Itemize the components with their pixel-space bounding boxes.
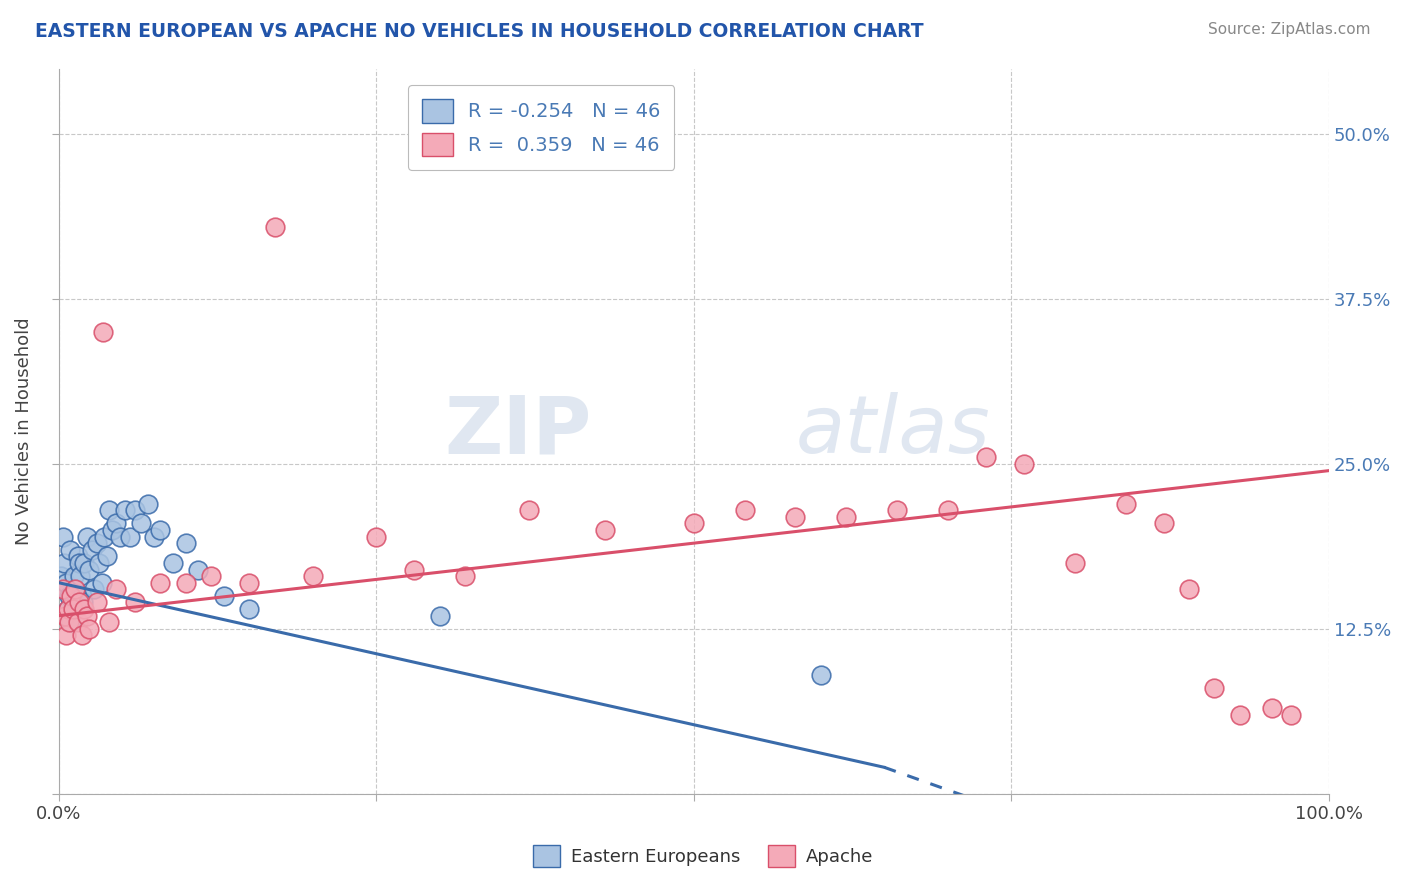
Point [682,516,704,531]
Y-axis label: No Vehicles in Household: No Vehicles in Household [15,318,32,545]
Point [301,569,323,583]
Point [101,523,124,537]
Point [263,219,285,234]
Point [404,562,426,576]
Point [785,509,807,524]
Text: EASTERN EUROPEAN VS APACHE NO VEHICLES IN HOUSEHOLD CORRELATION CHART: EASTERN EUROPEAN VS APACHE NO VEHICLES I… [35,22,924,41]
Point [124,503,146,517]
Point [76,530,98,544]
Point [73,556,96,570]
Point [51,582,73,597]
Point [98,503,121,517]
Point [149,523,172,537]
Text: ZIP: ZIP [444,392,592,470]
Point [62,602,84,616]
Point [1012,457,1035,471]
Point [60,589,83,603]
Point [1063,556,1085,570]
Point [51,530,73,544]
Point [174,536,197,550]
Point [60,615,83,630]
Point [56,602,79,616]
Point [1279,707,1302,722]
Point [114,503,136,517]
Point [72,595,94,609]
Point [93,530,115,544]
Point [366,530,388,544]
Point [58,615,80,630]
Point [835,509,858,524]
Point [66,549,89,564]
Point [89,556,111,570]
Point [66,615,89,630]
Point [73,602,96,616]
Point [108,530,131,544]
Point [69,569,91,583]
Point [98,615,121,630]
Point [86,595,108,609]
Point [810,668,832,682]
Legend: Eastern Europeans, Apache: Eastern Europeans, Apache [526,838,880,874]
Text: atlas: atlas [796,392,990,470]
Point [936,503,959,517]
Point [238,602,260,616]
Point [77,622,100,636]
Point [63,582,86,597]
Point [136,497,159,511]
Point [118,530,141,544]
Point [63,582,86,597]
Point [212,589,235,603]
Point [52,556,75,570]
Point [454,569,477,583]
Point [149,575,172,590]
Point [86,536,108,550]
Point [55,628,77,642]
Point [129,516,152,531]
Point [70,589,93,603]
Point [76,608,98,623]
Point [238,575,260,590]
Point [91,325,114,339]
Point [1178,582,1201,597]
Point [886,503,908,517]
Point [174,575,197,590]
Point [200,569,222,583]
Point [96,549,118,564]
Point [1153,516,1175,531]
Point [1260,701,1282,715]
Point [77,562,100,576]
Point [67,595,90,609]
Point [65,602,87,616]
Point [63,569,86,583]
Point [62,595,84,609]
Point [59,542,82,557]
Point [90,575,112,590]
Point [124,595,146,609]
Point [734,503,756,517]
Point [83,582,105,597]
Point [187,562,209,576]
Point [142,530,165,544]
Point [55,575,77,590]
Legend: R = -0.254   N = 46, R =  0.359   N = 46: R = -0.254 N = 46, R = 0.359 N = 46 [408,86,675,169]
Point [51,569,73,583]
Point [53,582,76,597]
Text: Source: ZipAtlas.com: Source: ZipAtlas.com [1208,22,1371,37]
Point [974,450,997,465]
Point [593,523,616,537]
Point [67,556,90,570]
Point [80,542,103,557]
Point [1115,497,1137,511]
Point [162,556,184,570]
Point [53,608,76,623]
Point [1204,681,1226,696]
Point [104,582,127,597]
Point [517,503,540,517]
Point [58,589,80,603]
Point [70,628,93,642]
Point [56,602,79,616]
Point [429,608,451,623]
Point [104,516,127,531]
Point [1229,707,1251,722]
